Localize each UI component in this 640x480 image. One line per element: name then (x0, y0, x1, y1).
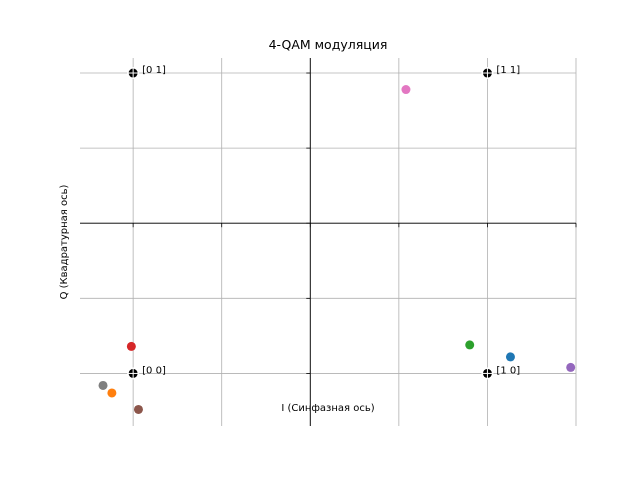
received-point (465, 340, 475, 350)
ideal-point-label: [1 0] (496, 365, 520, 376)
received-point (505, 352, 515, 362)
received-point (126, 341, 136, 351)
received-point (107, 388, 117, 398)
y-axis-label: Q (Квадратурная ось) (59, 184, 70, 299)
received-point (133, 404, 143, 414)
ideal-point-label: [0 1] (142, 65, 166, 76)
received-points (98, 85, 576, 414)
received-point (401, 85, 411, 95)
received-point (98, 380, 108, 390)
ideal-point-label: [1 1] (496, 65, 520, 76)
x-axis-label: I (Синфазная ось) (281, 403, 374, 414)
received-point (566, 362, 576, 372)
axes-spines (80, 58, 576, 426)
ideal-point-labels: [0 1] [1 1] [0 0] [1 0] (142, 65, 520, 376)
axis-ticks (132, 72, 577, 374)
chart-title: 4-QAM модуляция (269, 37, 388, 52)
ideal-points (127, 67, 494, 380)
ideal-point-label: [0 0] (142, 365, 166, 376)
